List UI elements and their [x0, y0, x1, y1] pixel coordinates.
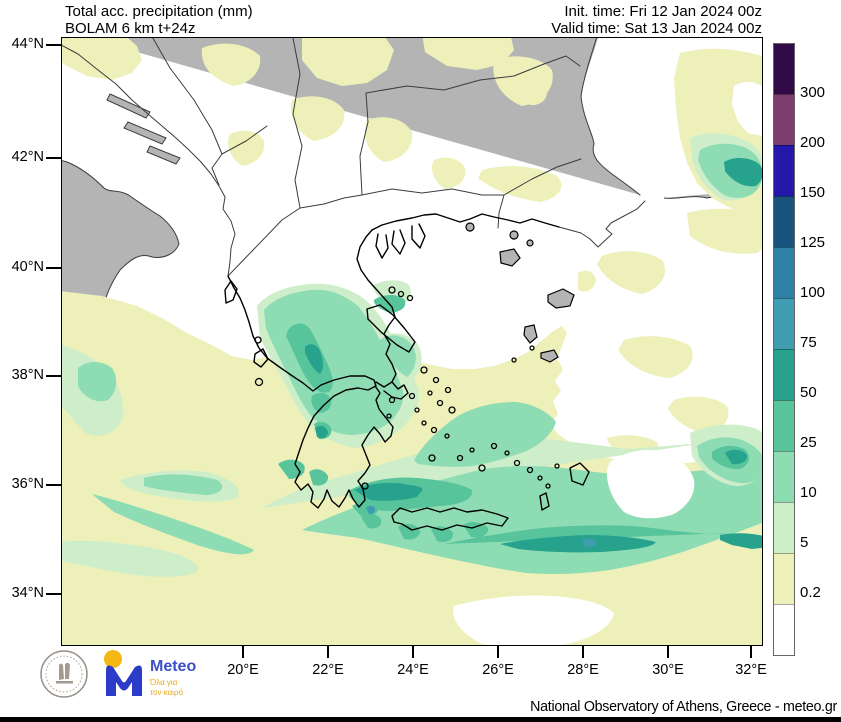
- colorbar-label: 100: [800, 284, 826, 301]
- map-canvas: [62, 38, 762, 645]
- colorbar-segment: [774, 145, 794, 196]
- time-header: Init. time: Fri 12 Jan 2024 00z Valid ti…: [551, 3, 762, 37]
- small-islands: [254, 286, 560, 490]
- colorbar-segment: [774, 298, 794, 349]
- product-header: Total acc. precipitation (mm) BOLAM 6 km…: [65, 3, 253, 37]
- lat-tick: [46, 44, 61, 46]
- colorbar: [773, 43, 795, 656]
- credit-text: National Observatory of Athens, Greece -…: [530, 698, 837, 715]
- lon-tick: [497, 646, 499, 658]
- colorbar-segment: [774, 247, 794, 298]
- lat-label: 34°N: [11, 585, 44, 601]
- lon-label: 30°E: [652, 662, 684, 678]
- bottom-bar: [0, 717, 841, 722]
- country-borders: [62, 38, 646, 277]
- colorbar-segment: [774, 44, 794, 94]
- meteo-logo-tagline2: τον καιρό: [150, 688, 184, 697]
- colorbar-segment: [774, 196, 794, 247]
- lat-label: 42°N: [11, 149, 44, 165]
- lat-tick: [46, 267, 61, 269]
- colorbar-label: 50: [800, 384, 817, 401]
- lon-tick: [667, 646, 669, 658]
- lon-label: 24°E: [397, 662, 429, 678]
- lon-label: 26°E: [482, 662, 514, 678]
- lon-label: 22°E: [312, 662, 344, 678]
- meteo-logo-dot: [104, 650, 122, 668]
- meteo-logo: Meteo Όλα για τον καιρό: [98, 648, 210, 707]
- lon-tick: [327, 646, 329, 658]
- colorbar-segment: [774, 502, 794, 553]
- init-time: Init. time: Fri 12 Jan 2024 00z: [564, 3, 762, 20]
- colorbar-label: 300: [800, 84, 826, 101]
- colorbar-segment: [774, 604, 794, 655]
- precip-anatolia-patches: [578, 208, 762, 457]
- colorbar-label: 125: [800, 234, 826, 251]
- lat-tick: [46, 593, 61, 595]
- lat-tick: [46, 484, 61, 486]
- precipitation-map: [61, 37, 763, 646]
- lon-tick: [582, 646, 584, 658]
- lat-label: 38°N: [11, 367, 44, 383]
- colorbar-label: 75: [800, 334, 817, 351]
- meteo-logo-m: [106, 665, 142, 696]
- lat-tick: [46, 157, 61, 159]
- meteo-logo-name: Meteo: [150, 658, 196, 675]
- colorbar-label: 200: [800, 134, 826, 151]
- lat-tick: [46, 375, 61, 377]
- valid-time: Valid time: Sat 13 Jan 2024 00z: [551, 20, 762, 37]
- greek-coastlines: [224, 213, 590, 531]
- precip-75-100-layer: [366, 505, 597, 548]
- lon-label: 20°E: [227, 662, 259, 678]
- colorbar-segment: [774, 553, 794, 604]
- colorbar-label: 25: [800, 434, 817, 451]
- colorbar-label: 150: [800, 184, 826, 201]
- colorbar-segment: [774, 400, 794, 451]
- meteo-logo-tagline1: Όλα για: [149, 678, 178, 687]
- north-aegean-islands: [465, 222, 575, 363]
- lon-label: 28°E: [567, 662, 599, 678]
- lon-tick: [750, 646, 752, 658]
- colorbar-segment: [774, 451, 794, 502]
- lon-tick: [412, 646, 414, 658]
- model-title: BOLAM 6 km t+24z: [65, 20, 196, 37]
- lat-label: 36°N: [11, 476, 44, 492]
- dry-holes-layer: [453, 82, 762, 645]
- croatian-islands: [106, 93, 181, 165]
- colorbar-label: 10: [800, 484, 817, 501]
- colorbar-label: 0.2: [800, 584, 821, 601]
- precip-50-75-layer: [305, 158, 762, 553]
- product-title: Total acc. precipitation (mm): [65, 3, 253, 20]
- colorbar-segment: [774, 349, 794, 400]
- lon-label: 32°E: [735, 662, 767, 678]
- lat-label: 44°N: [11, 36, 44, 52]
- lat-label: 40°N: [11, 259, 44, 275]
- colorbar-segment: [774, 94, 794, 145]
- lon-tick: [242, 646, 244, 658]
- observatory-seal-logo: [38, 648, 90, 705]
- colorbar-label: 5: [800, 534, 809, 551]
